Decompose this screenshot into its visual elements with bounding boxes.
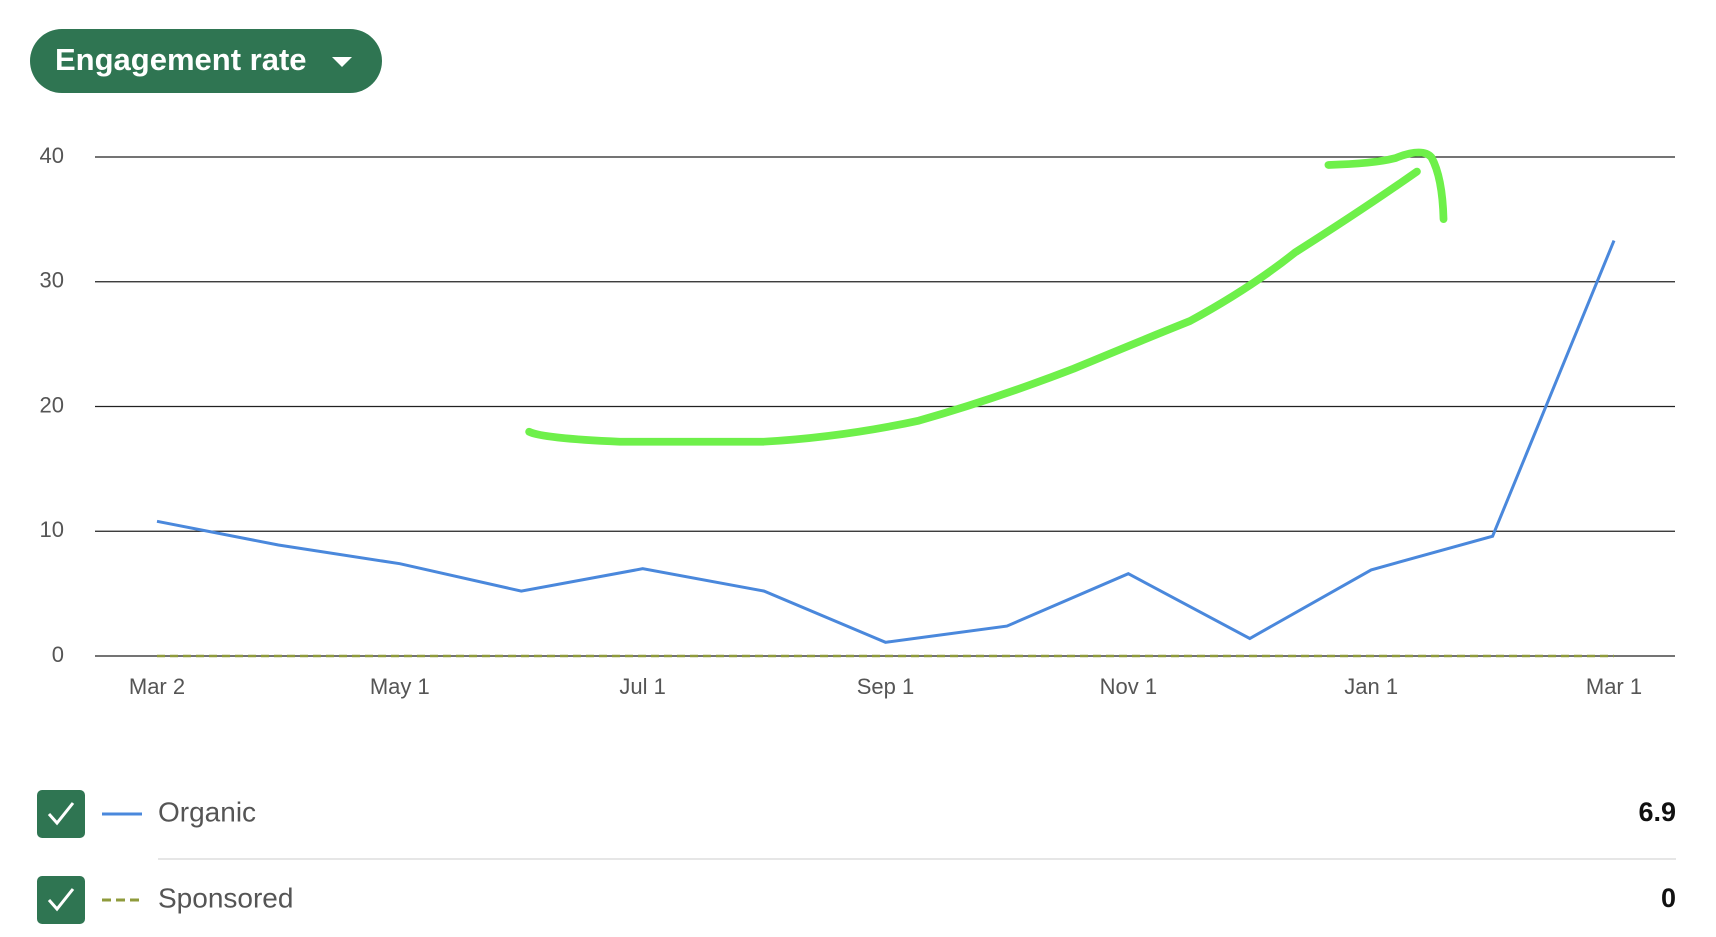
y-tick-label: 30: [40, 268, 64, 293]
x-tick-label: May 1: [370, 674, 430, 699]
x-tick-label: Jan 1: [1344, 674, 1398, 699]
legend: Organic 6.9 Sponsored 0: [37, 790, 1676, 924]
legend-label: Organic: [158, 796, 256, 827]
legend-checkbox[interactable]: [37, 876, 85, 924]
metric-selector[interactable]: Engagement rate: [30, 29, 382, 93]
legend-label: Sponsored: [158, 882, 293, 913]
x-tick-label: Sep 1: [857, 674, 915, 699]
legend-value: 0: [1661, 883, 1676, 913]
checkmark[interactable]: [47, 802, 75, 826]
annotation-hook: [1324, 148, 1448, 224]
y-tick-label: 40: [40, 143, 64, 168]
x-tick-label: Mar 1: [1586, 674, 1642, 699]
y-tick-label: 20: [40, 392, 64, 417]
x-tick-label: Mar 2: [129, 674, 185, 699]
plot-area: 0 10 20 30 40 Mar 2 May 1 Jul 1 Sep 1 Nov 1 Jan 1 M…: [40, 143, 1675, 699]
y-tick-label: 0: [52, 642, 64, 667]
legend-value: 6.9: [1638, 797, 1676, 827]
y-tick-label: 10: [40, 517, 64, 542]
series-line: [156, 240, 1616, 644]
annotation-stroke: [525, 167, 1421, 446]
dropdown-caret[interactable]: [332, 57, 352, 67]
checkmark[interactable]: [47, 888, 75, 912]
x-tick-label: Nov 1: [1100, 674, 1157, 699]
x-tick-label: Jul 1: [619, 674, 665, 699]
annotation-arrow: [525, 148, 1448, 446]
chart-title[interactable]: Engagement rate: [55, 42, 307, 77]
legend-checkbox[interactable]: [37, 790, 85, 838]
selector-button[interactable]: [30, 29, 382, 93]
